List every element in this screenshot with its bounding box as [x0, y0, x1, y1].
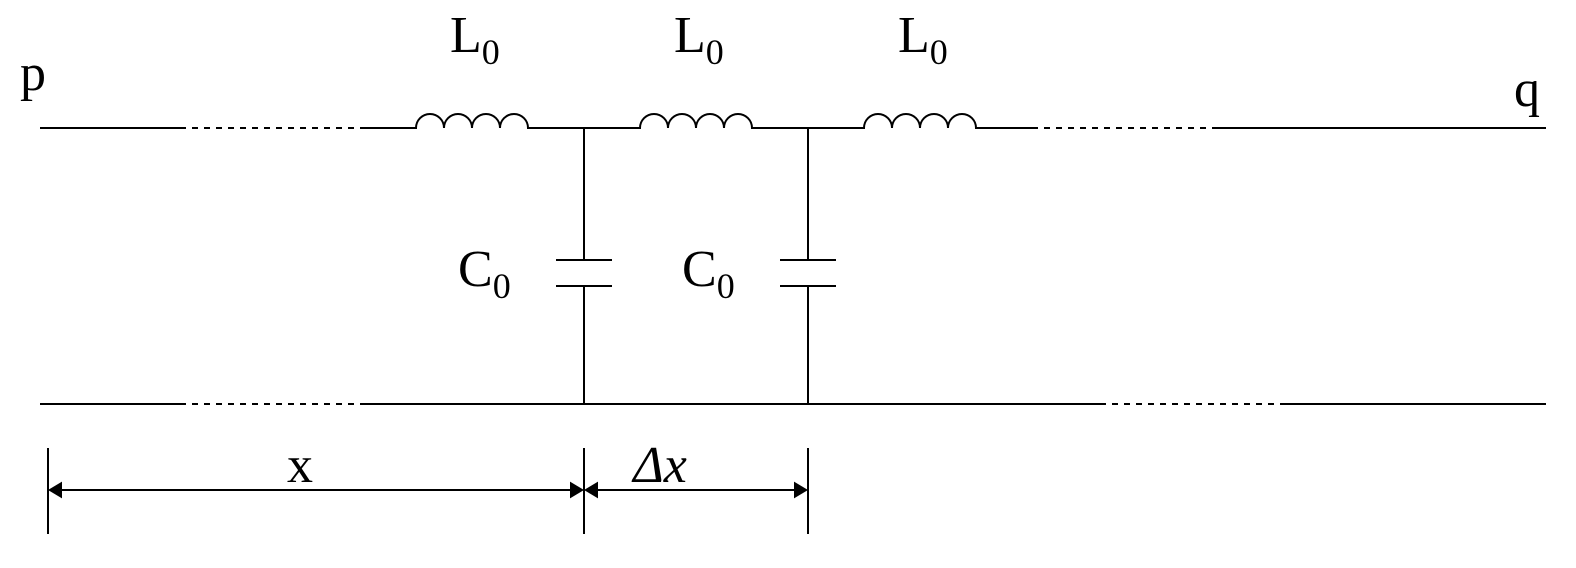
- svg-text:q: q: [1514, 61, 1540, 118]
- svg-text:p: p: [20, 45, 46, 102]
- svg-text:C0: C0: [682, 241, 735, 306]
- svg-text:L0: L0: [898, 7, 948, 72]
- svg-text:L0: L0: [674, 7, 724, 72]
- transmission-line-circuit-diagram: L0 L0 L0 C0 C0 p q x Δx: [0, 0, 1576, 568]
- svg-text:x: x: [287, 437, 313, 494]
- svg-text:C0: C0: [458, 241, 511, 306]
- svg-text:Δx: Δx: [631, 437, 687, 494]
- svg-text:L0: L0: [450, 7, 500, 72]
